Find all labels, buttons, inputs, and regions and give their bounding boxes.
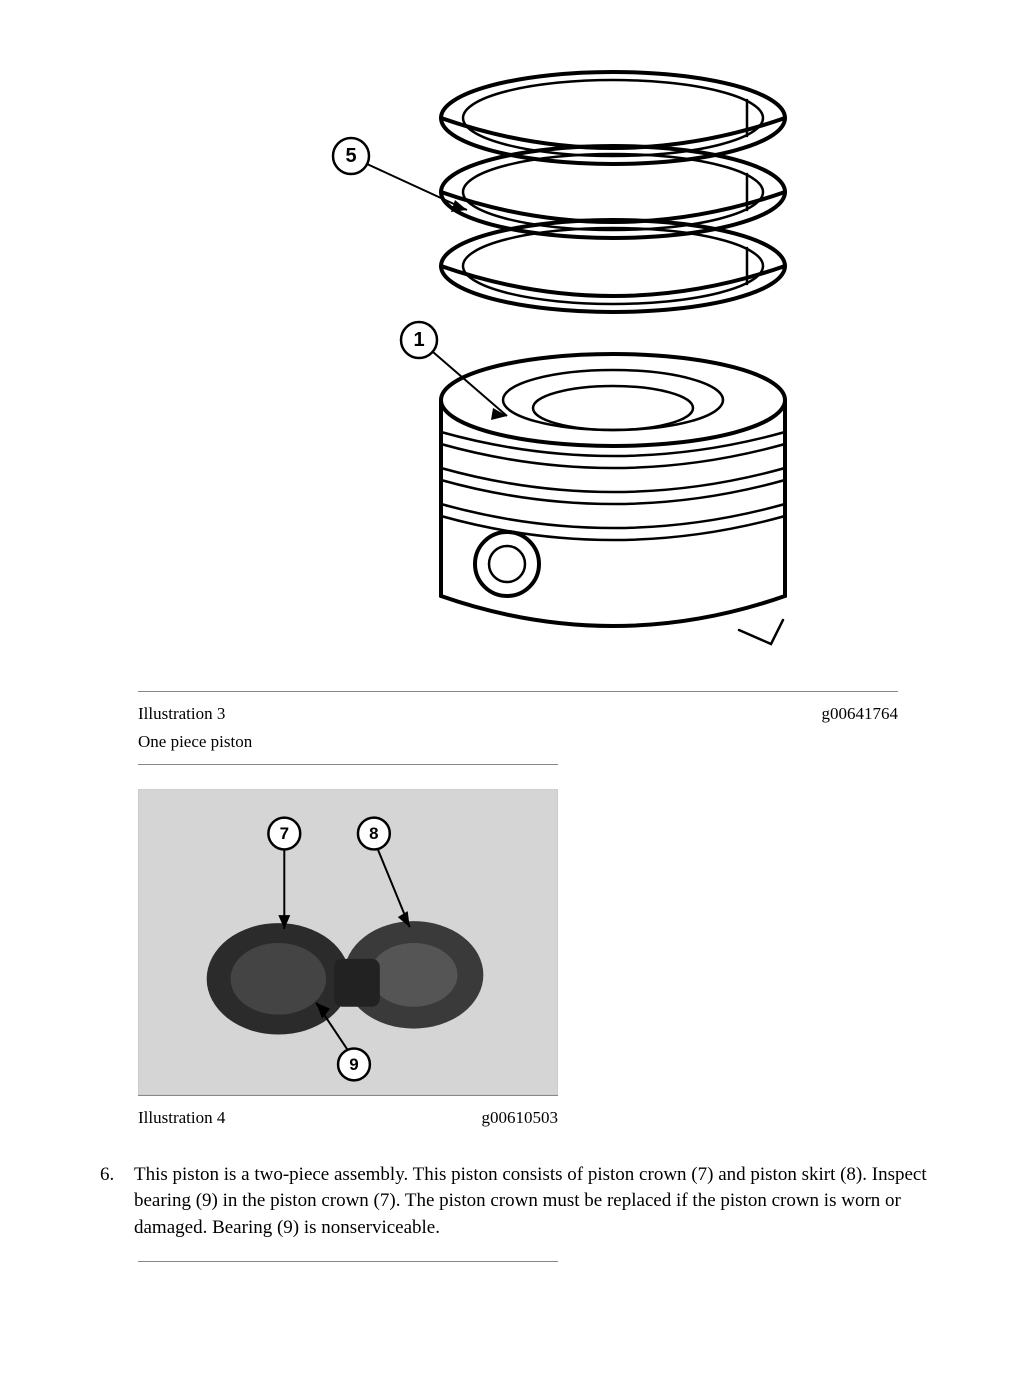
- illus3-label: Illustration 3: [138, 702, 225, 726]
- bottom-rule: [138, 1261, 558, 1262]
- step-6-number: 6.: [100, 1162, 134, 1242]
- callout-9: 9: [349, 1055, 358, 1074]
- piston-line-art: 5 1: [138, 40, 964, 667]
- illus3-code: g00641764: [822, 702, 899, 726]
- illustration-4-block: 7 8 9 Illustration 4 g00610503: [138, 789, 558, 1134]
- illustration-3-block: 5 1 Illustration 3 g00641764 One piece p…: [138, 40, 964, 765]
- callout-7: 7: [280, 824, 289, 843]
- piston-rings-svg: 5 1: [271, 40, 831, 660]
- illus4-label: Illustration 4: [138, 1106, 225, 1130]
- callout-8: 8: [369, 824, 378, 843]
- callout-1: 1: [413, 329, 424, 351]
- illus3-caption: One piece piston: [138, 730, 964, 764]
- step-6: 6. This piston is a two-piece assembly. …: [100, 1162, 954, 1242]
- two-piece-piston-photo: 7 8 9: [138, 789, 558, 1095]
- callout-5: 5: [345, 145, 356, 167]
- illus4-code: g00610503: [482, 1106, 559, 1130]
- step-6-text: This piston is a two-piece assembly. Thi…: [134, 1162, 954, 1242]
